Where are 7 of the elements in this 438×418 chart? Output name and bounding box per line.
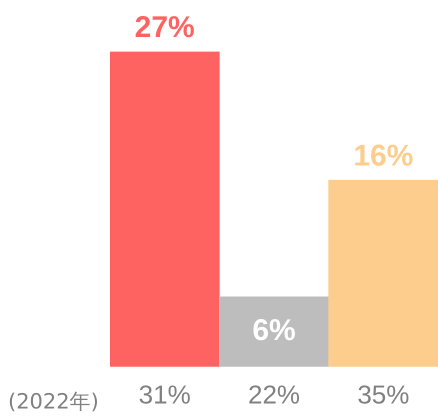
data-label: 27% — [134, 11, 195, 44]
x-tick-label: 35% — [357, 380, 410, 410]
text: (2022年) — [8, 389, 99, 414]
data-label: 6% — [252, 314, 296, 348]
x-tick-label: 22% — [248, 380, 300, 410]
x-tick-label: 31% — [138, 380, 191, 410]
data-label: 16% — [353, 139, 414, 172]
